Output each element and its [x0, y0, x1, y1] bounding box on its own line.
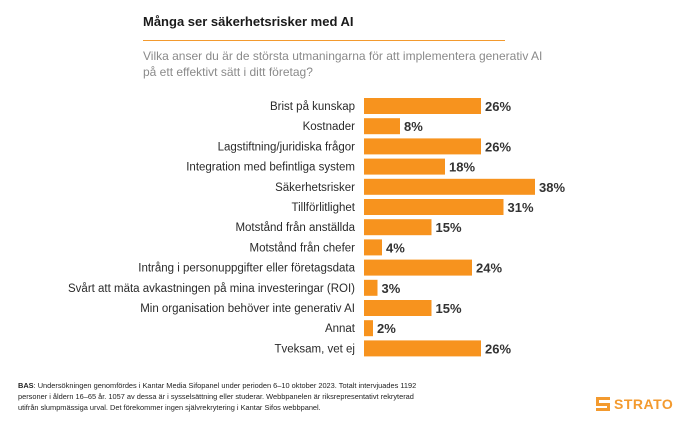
category-label: Brist på kunskap	[270, 101, 355, 113]
value-label: 2%	[377, 321, 396, 336]
category-label: Intrång i personuppgifter eller företags…	[138, 263, 355, 275]
bar	[364, 178, 535, 195]
category-label: Min organisation behöver inte generativ …	[140, 303, 355, 315]
bar	[364, 158, 445, 175]
value-label: 26%	[485, 341, 511, 356]
strato-logo-text: STRATO	[614, 396, 674, 412]
bar	[364, 300, 432, 316]
category-label: Kostnader	[303, 121, 356, 133]
value-label: 15%	[436, 220, 462, 235]
category-label: Annat	[325, 323, 356, 335]
strato-logo: STRATO	[596, 396, 673, 412]
bar	[364, 320, 373, 337]
value-label: 4%	[386, 240, 405, 255]
category-label: Integration med befintliga system	[186, 162, 355, 174]
bar	[364, 118, 400, 135]
bar	[364, 340, 481, 357]
title-divider	[143, 40, 505, 41]
value-label: 24%	[476, 261, 502, 276]
value-label: 31%	[508, 200, 534, 215]
category-label: Svårt att mäta avkastningen på mina inve…	[68, 283, 355, 295]
bar	[364, 279, 378, 296]
bar	[364, 138, 481, 155]
value-label: 15%	[436, 301, 462, 316]
chart-title: Många ser säkerhetsrisker med AI	[143, 14, 354, 29]
category-label: Säkerhetsrisker	[275, 182, 355, 194]
footnote-text: : Undersökningen genomfördes i Kantar Me…	[18, 381, 417, 412]
chart-subtitle: Vilka anser du är de största utmaningarn…	[143, 49, 543, 79]
bar	[364, 239, 382, 256]
category-label: Tillförlitlighet	[292, 202, 356, 214]
category-label: Lagstiftning/juridiska frågor	[218, 141, 356, 153]
footnote-label: BAS	[18, 381, 34, 390]
category-label: Motstånd från chefer	[250, 242, 356, 254]
strato-logo-icon	[596, 397, 610, 411]
value-label: 3%	[382, 281, 401, 296]
value-label: 18%	[449, 160, 475, 175]
value-label: 38%	[539, 180, 565, 195]
bar-chart: Brist på kunskap 26% Kostnader 8% Lagstiftni…	[68, 98, 565, 357]
footnote: BAS: Undersökningen genomfördes i Kantar…	[18, 380, 418, 413]
bar	[364, 98, 481, 114]
value-label: 8%	[404, 119, 423, 134]
value-label: 26%	[485, 139, 511, 154]
bar	[364, 199, 504, 215]
category-label: Motstånd från anställda	[235, 222, 355, 234]
value-label: 26%	[485, 99, 511, 114]
category-label: Tveksam, vet ej	[274, 343, 355, 355]
bar	[364, 259, 472, 276]
bar	[364, 219, 432, 236]
